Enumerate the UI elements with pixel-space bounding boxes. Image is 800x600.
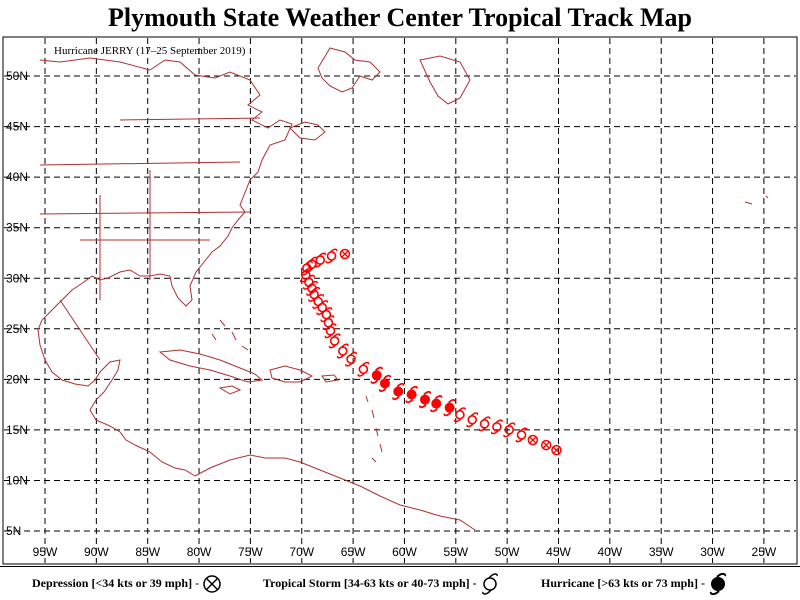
track-point-hurricane — [370, 366, 383, 384]
longitude-label: 35W — [649, 545, 674, 559]
track-point-storm — [328, 333, 341, 349]
lat-lon-grid — [4, 38, 796, 563]
longitude-label: 50W — [495, 545, 520, 559]
track-point-depression — [527, 434, 539, 446]
longitude-label: 25W — [752, 545, 777, 559]
track-point-storm — [345, 351, 357, 367]
legend-hurricane-label: Hurricane [>63 kts or 73 mph] - — [541, 576, 705, 590]
legend-tropical-storm: Tropical Storm [34-63 kts or 40-73 mph] … — [263, 572, 500, 595]
longitude-label: 70W — [289, 545, 314, 559]
track-point-storm — [515, 427, 528, 443]
latitude-label: 45N — [6, 120, 28, 134]
longitude-labels: 95W 90W 85W 80W 75W 70W 65W 60W 55W 50W 45W 40W 35W 3… — [33, 545, 777, 559]
latitude-label: 25N — [6, 322, 28, 336]
latitude-label: 5N — [6, 524, 21, 538]
legend-storm-label: Tropical Storm [34-63 kts or 40-73 mph] … — [263, 576, 477, 590]
longitude-label: 55W — [443, 545, 468, 559]
track-map: Hurricane JERRY (17–25 September 2019) 5… — [2, 36, 798, 565]
latitude-label: 40N — [6, 170, 28, 184]
storm-subtitle: Hurricane JERRY (17–25 September 2019) — [54, 45, 246, 57]
track-point-storm — [466, 412, 479, 428]
track-point-storm — [336, 343, 349, 359]
track-point-storm — [503, 422, 516, 438]
track-point-depression — [339, 248, 351, 260]
legend-depression-label: Depression [<34 kts or 39 mph] - — [32, 576, 200, 590]
latitude-label: 50N — [6, 69, 28, 83]
latitude-labels: 5N 10N 15N 20N 25N 30N 35N 40N 45N 50N — [6, 69, 28, 538]
longitude-label: 60W — [392, 545, 417, 559]
track-point-hurricane — [378, 374, 392, 393]
page-title: Plymouth State Weather Center Tropical T… — [107, 3, 692, 32]
track-point-storm — [490, 419, 503, 435]
track-point-hurricane — [392, 382, 405, 401]
longitude-label: 80W — [187, 545, 212, 559]
hurricane-symbol-icon — [709, 573, 727, 596]
longitude-label: 65W — [341, 545, 366, 559]
longitude-label: 75W — [238, 545, 263, 559]
track-point-hurricane — [405, 385, 418, 404]
track-point-hurricane — [430, 394, 443, 413]
storm-track — [299, 248, 562, 456]
track-point-storm — [325, 248, 338, 264]
coastlines — [37, 47, 769, 531]
track-point-depression — [551, 444, 562, 456]
legend-hurricane: Hurricane [>63 kts or 73 mph] - — [541, 572, 728, 596]
track-point-depression — [540, 439, 552, 451]
longitude-label: 90W — [84, 545, 109, 559]
map-frame — [2, 36, 798, 565]
tropical-storm-symbol-icon — [481, 573, 498, 595]
latitude-label: 30N — [6, 271, 28, 285]
longitude-label: 85W — [135, 545, 160, 559]
legend-depression: Depression [<34 kts or 39 mph] - — [32, 572, 222, 594]
legend: Depression [<34 kts or 39 mph] - Tropica… — [0, 566, 800, 600]
track-point-storm — [478, 416, 491, 432]
longitude-label: 45W — [546, 545, 571, 559]
latitude-label: 20N — [6, 372, 28, 386]
track-point-hurricane — [418, 390, 432, 409]
depression-symbol-icon — [203, 575, 221, 593]
latitude-label: 10N — [6, 473, 28, 487]
latitude-label: 15N — [6, 423, 28, 437]
longitude-label: 95W — [33, 545, 58, 559]
latitude-label: 35N — [6, 221, 28, 235]
track-point-storm — [357, 361, 370, 377]
track-point-hurricane — [443, 399, 456, 417]
track-point-storm — [453, 407, 466, 423]
longitude-label: 40W — [598, 545, 623, 559]
track-point-storm — [314, 252, 327, 268]
longitude-label: 30W — [700, 545, 725, 559]
